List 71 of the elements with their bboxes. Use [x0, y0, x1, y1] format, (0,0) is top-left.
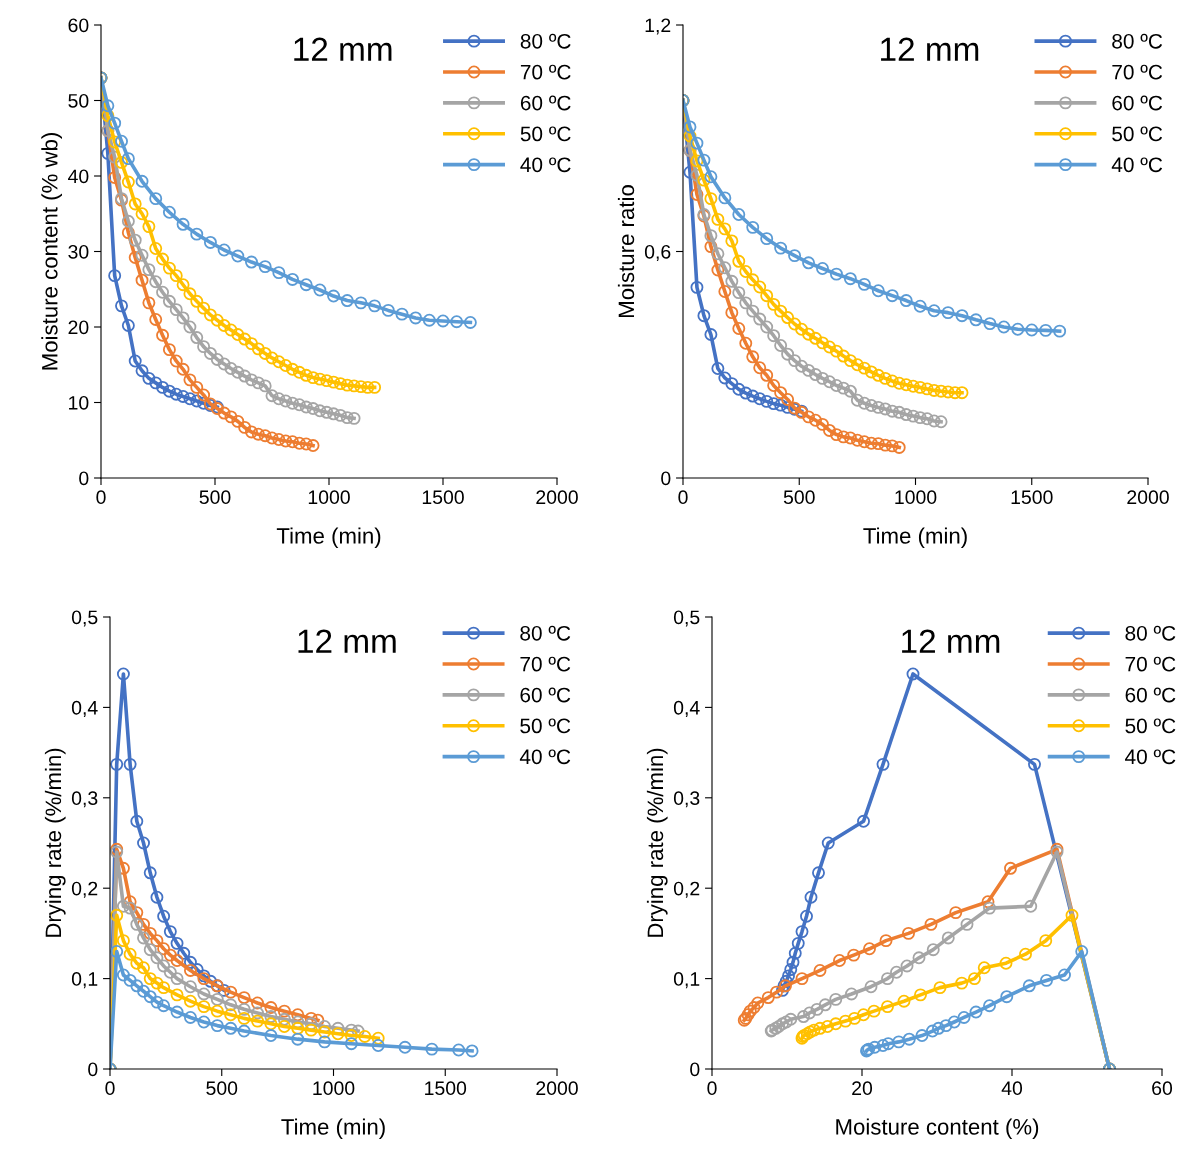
y-tick-label: 0,4: [71, 700, 98, 717]
legend-label: 60 ºC: [1125, 687, 1176, 703]
legend-label: 70 ºC: [520, 656, 571, 672]
x-tick-label: 1000: [895, 490, 937, 505]
legend-label: 50 ºC: [1112, 126, 1163, 142]
chart-title: 12 mm: [881, 37, 979, 61]
y-tick-label: 10: [69, 395, 89, 410]
x-tick-label: 2000: [536, 490, 578, 505]
x-tick-label: 0: [105, 1081, 115, 1096]
y-tick-label: 0,2: [71, 881, 98, 898]
y-tick-label: 0,1: [673, 972, 700, 989]
legend-label: 80 ºC: [1112, 33, 1163, 49]
y-tick-label: 0,2: [673, 881, 700, 898]
legend-label: 70 ºC: [520, 64, 571, 80]
y-tick-label: 0: [661, 471, 671, 486]
y-tick-label: 0,3: [71, 791, 98, 808]
chart-title: 12 mm: [902, 629, 1000, 653]
x-tick-label: 1500: [425, 1081, 467, 1096]
x-axis-title: Moisture content (%): [836, 1118, 1039, 1140]
legend-label: 70 ºC: [1112, 64, 1163, 80]
x-tick-label: 1500: [1011, 490, 1053, 505]
x-axis-title: Time (min): [863, 527, 967, 549]
y-tick-label: 0: [79, 471, 89, 486]
x-tick-label: 500: [199, 490, 231, 505]
chart-title: 12 mm: [294, 37, 392, 61]
legend-label: 80 ºC: [1125, 625, 1176, 641]
legend-label: 80 ºC: [520, 33, 571, 49]
x-tick-label: 0: [707, 1081, 717, 1096]
legend-label: 50 ºC: [520, 126, 571, 142]
y-axis-title: Drying rate (%/min): [44, 748, 66, 937]
x-tick-label: 1000: [308, 490, 350, 505]
y-tick-label: 0,5: [71, 610, 98, 627]
legend-label: 40 ºC: [1125, 749, 1176, 765]
x-tick-label: 500: [783, 490, 815, 505]
x-tick-label: 20: [852, 1081, 873, 1096]
y-tick-label: 1,2: [645, 18, 671, 35]
x-tick-label: 1000: [313, 1081, 355, 1096]
legend-label: 60 ºC: [520, 95, 571, 111]
y-axis-title: Moisture content (% wb): [41, 133, 62, 370]
x-tick-label: 2000: [1127, 490, 1169, 505]
legend-label: 40 ºC: [520, 157, 571, 173]
x-tick-label: 40: [1001, 1081, 1023, 1096]
x-axis-title: Time (min): [281, 1118, 385, 1140]
x-tick-label: 1500: [422, 490, 464, 505]
legend-label: 50 ºC: [520, 718, 571, 734]
x-tick-label: 60: [1152, 1081, 1173, 1096]
y-tick-label: 0,3: [673, 791, 700, 808]
legend-label: 60 ºC: [520, 687, 571, 703]
y-tick-label: 0,1: [71, 972, 98, 989]
legend-label: 60 ºC: [1112, 95, 1163, 111]
y-tick-label: 60: [68, 18, 89, 33]
y-tick-label: 50: [68, 93, 89, 108]
y-tick-label: 30: [68, 244, 89, 259]
y-tick-label: 0: [690, 1062, 700, 1077]
y-tick-label: 0,6: [644, 244, 671, 262]
legend-label: 40 ºC: [1111, 157, 1163, 173]
y-tick-label: 40: [68, 169, 89, 184]
legend-label: 40 ºC: [519, 749, 571, 765]
chart-title: 12 mm: [298, 629, 396, 653]
legend-label: 50 ºC: [1125, 718, 1176, 734]
legend-label: 80 ºC: [520, 625, 571, 641]
legend-label: 70 ºC: [1125, 656, 1176, 672]
y-axis-title: Drying rate (%/min): [646, 748, 668, 937]
y-tick-label: 0: [88, 1062, 98, 1077]
x-tick-label: 2000: [536, 1081, 578, 1096]
y-tick-label: 0,5: [673, 610, 700, 627]
y-tick-label: 0,4: [673, 700, 700, 717]
y-axis-title: Moisture ratio: [617, 185, 635, 317]
x-tick-label: 500: [206, 1081, 238, 1096]
x-axis-title: Time (min): [276, 527, 381, 549]
y-tick-label: 20: [68, 320, 89, 335]
